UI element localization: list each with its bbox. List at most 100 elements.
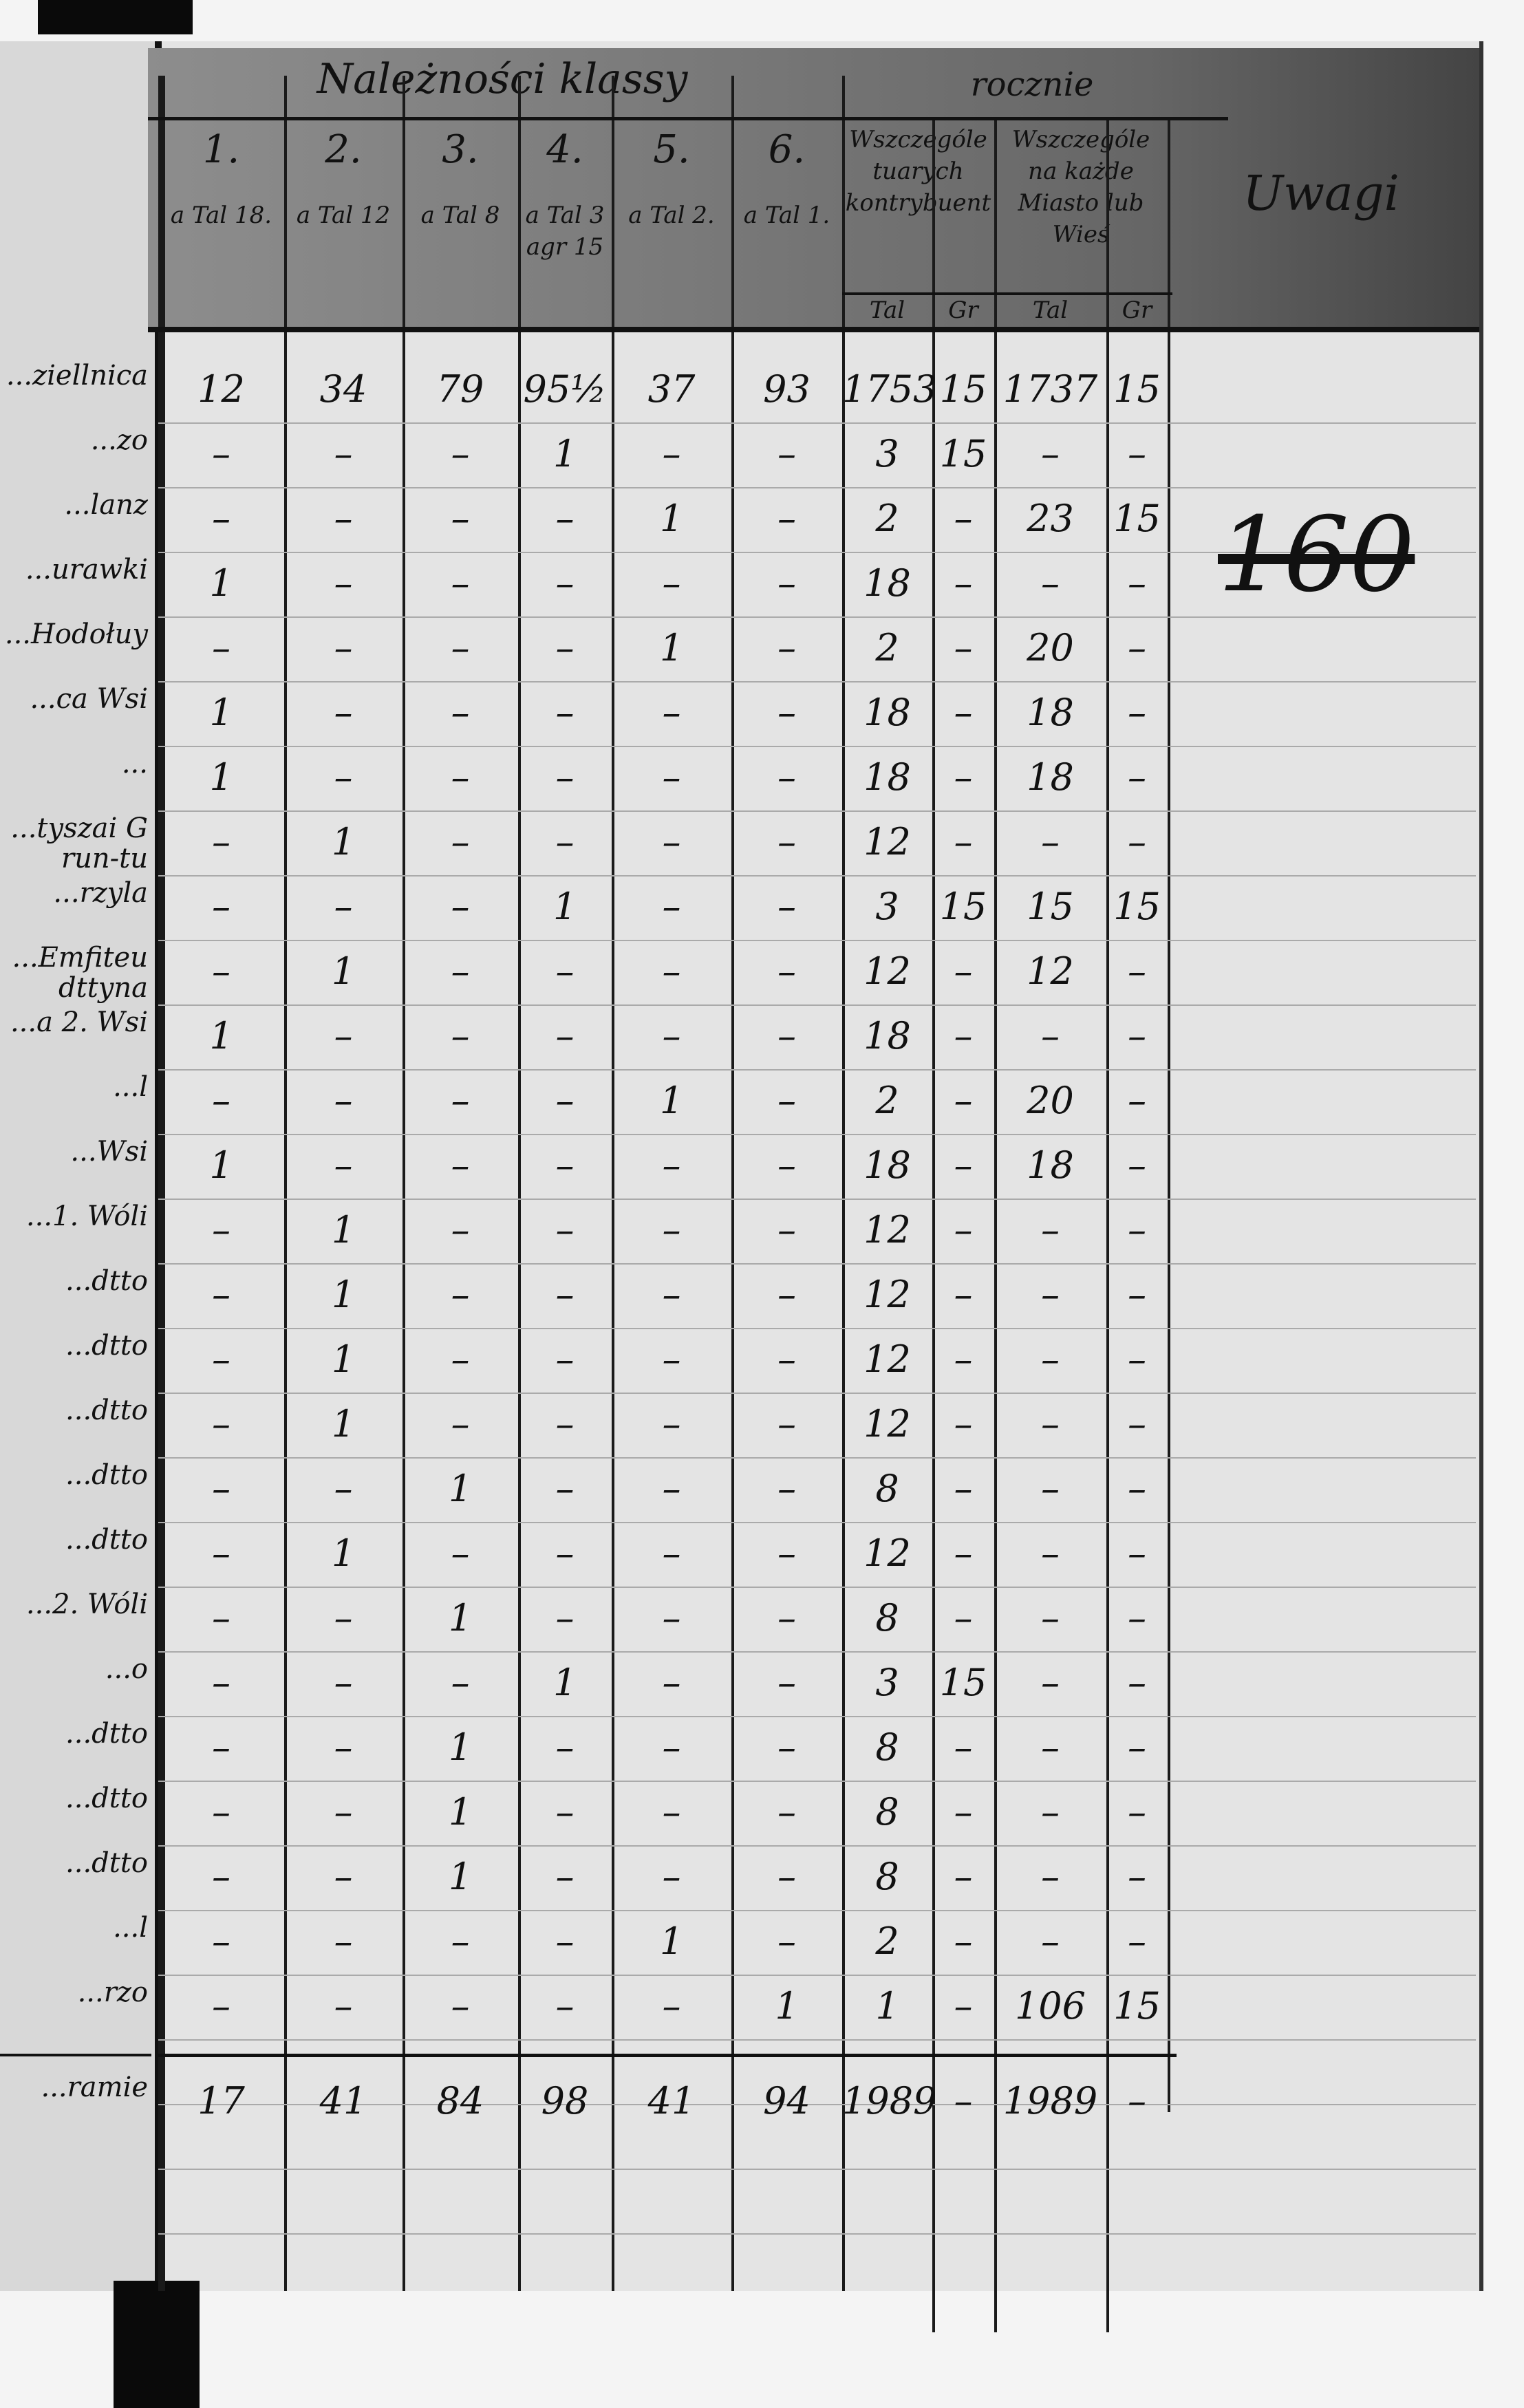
cell-value: – xyxy=(212,885,230,928)
cell-value: – xyxy=(1128,1855,1146,1898)
row-label: ...dtto xyxy=(65,1524,148,1556)
cell-value: 12 xyxy=(863,820,911,863)
row-label: ...dtto xyxy=(65,1718,148,1750)
cell-value: – xyxy=(1128,1531,1146,1575)
scan-border xyxy=(114,2281,200,2408)
cell-value: – xyxy=(451,1920,470,1963)
cell-value: 8 xyxy=(875,1467,899,1510)
cell-value: – xyxy=(662,1467,681,1510)
cell-value: 1 xyxy=(209,755,233,799)
table-row: ...o – – – 1 – – 3 15 – – xyxy=(0,1653,1479,1714)
cell-value: 15 xyxy=(1113,1984,1161,2028)
cell-value: – xyxy=(777,432,796,475)
cell-value: – xyxy=(777,1661,796,1704)
ruled-line xyxy=(158,2169,1476,2170)
cell-value: 84 xyxy=(436,2079,484,2122)
table-row: ...l – – – – 1 – 2 – – – xyxy=(0,1911,1479,1973)
table-row: ...lanz – – – – 1 – 2 – 23 15 xyxy=(0,488,1479,550)
column-line xyxy=(1168,117,1170,2112)
cell-value: – xyxy=(777,1079,796,1122)
cell-value: – xyxy=(451,691,470,734)
cell-value: 79 xyxy=(436,367,484,411)
cell-value: 1 xyxy=(448,1855,473,1898)
cell-value: 12 xyxy=(1027,949,1074,993)
cell-value: – xyxy=(954,2079,973,2122)
cell-value: – xyxy=(662,1208,681,1251)
cell-value: – xyxy=(662,1596,681,1640)
table-row: ...dtto –1– – – –12– – – xyxy=(0,1523,1479,1585)
cell-value: – xyxy=(334,1143,353,1187)
total-row: ...ramie 17 41 84 98 41 94 1989–1989– xyxy=(0,2071,1479,2133)
table-row: ...a 2. Wsi 1– – – – –18– – – xyxy=(0,1006,1479,1068)
cell-value: 23 xyxy=(1027,497,1074,540)
cell-value: 12 xyxy=(863,1208,911,1251)
cell-value: – xyxy=(662,691,681,734)
cell-value: 37 xyxy=(647,367,696,411)
margin-note: 160 xyxy=(1218,495,1415,615)
cell-value: – xyxy=(1041,1855,1060,1898)
cell-value: 106 xyxy=(1014,1984,1086,2028)
class-rate: a Tal 8 xyxy=(420,202,500,229)
cell-value: 8 xyxy=(875,1596,899,1640)
cell-value: – xyxy=(1128,1014,1146,1057)
cell-value: – xyxy=(451,432,470,475)
cell-value: – xyxy=(334,755,353,799)
cell-value: – xyxy=(1128,1402,1146,1445)
ledger-page xyxy=(0,41,1483,2291)
cell-value: – xyxy=(662,1790,681,1834)
cell-value: – xyxy=(662,561,681,605)
cell-value: – xyxy=(555,561,575,605)
cell-value: – xyxy=(1041,820,1060,863)
class-rate: a Tal 12 xyxy=(296,202,391,229)
cell-value: – xyxy=(1041,1531,1060,1575)
cell-value: – xyxy=(212,1079,230,1122)
cell-value: 3 xyxy=(875,885,899,928)
cell-value: – xyxy=(1128,432,1146,475)
column-line xyxy=(612,76,614,2291)
cell-value: – xyxy=(555,1014,575,1057)
cell-value: – xyxy=(777,885,796,928)
cell-value: – xyxy=(662,1855,681,1898)
table-row: ...dtto –1– – – –12– – – xyxy=(0,1394,1479,1456)
cell-value: – xyxy=(555,497,575,540)
cell-value: – xyxy=(1128,820,1146,863)
cell-value: 18 xyxy=(1027,755,1074,799)
cell-value: – xyxy=(1041,1790,1060,1834)
cell-value: – xyxy=(1128,1726,1146,1769)
cell-value: – xyxy=(777,755,796,799)
column-line xyxy=(932,117,935,2332)
cell-value: 15 xyxy=(939,432,987,475)
cell-value: – xyxy=(777,1726,796,1769)
column-line xyxy=(518,76,521,2291)
cell-value: – xyxy=(212,1596,230,1640)
cell-value: 1 xyxy=(775,1984,799,2028)
cell-value: – xyxy=(1128,626,1146,669)
cell-value: – xyxy=(777,1790,796,1834)
cell-value: – xyxy=(662,1014,681,1057)
class-number: 1. xyxy=(202,127,240,172)
cell-value: 1989 xyxy=(1002,2079,1098,2122)
cell-value: 18 xyxy=(863,1143,911,1187)
cell-value: – xyxy=(954,1014,973,1057)
cell-value: – xyxy=(662,1143,681,1187)
class-rate: a Tal 18. xyxy=(170,202,272,229)
cell-value: – xyxy=(451,1208,470,1251)
cell-value: – xyxy=(1041,1273,1060,1316)
header-remarks: Uwagi xyxy=(1243,165,1399,222)
ruled-line xyxy=(158,810,1476,812)
cell-value: – xyxy=(212,1467,230,1510)
table-header xyxy=(148,48,1479,330)
ruled-line xyxy=(158,1975,1476,1976)
row-label: ...dtto xyxy=(65,1395,148,1426)
cell-value: – xyxy=(334,1661,353,1704)
cell-value: – xyxy=(451,885,470,928)
cell-value: – xyxy=(1128,1079,1146,1122)
cell-value: 1 xyxy=(448,1596,473,1640)
cell-value: – xyxy=(777,626,796,669)
cell-value: – xyxy=(662,820,681,863)
unit-label: Tal xyxy=(869,297,905,324)
cell-value: 1 xyxy=(875,1984,899,2028)
cell-value: – xyxy=(1041,1661,1060,1704)
cell-value: – xyxy=(555,755,575,799)
cell-value: – xyxy=(555,1208,575,1251)
